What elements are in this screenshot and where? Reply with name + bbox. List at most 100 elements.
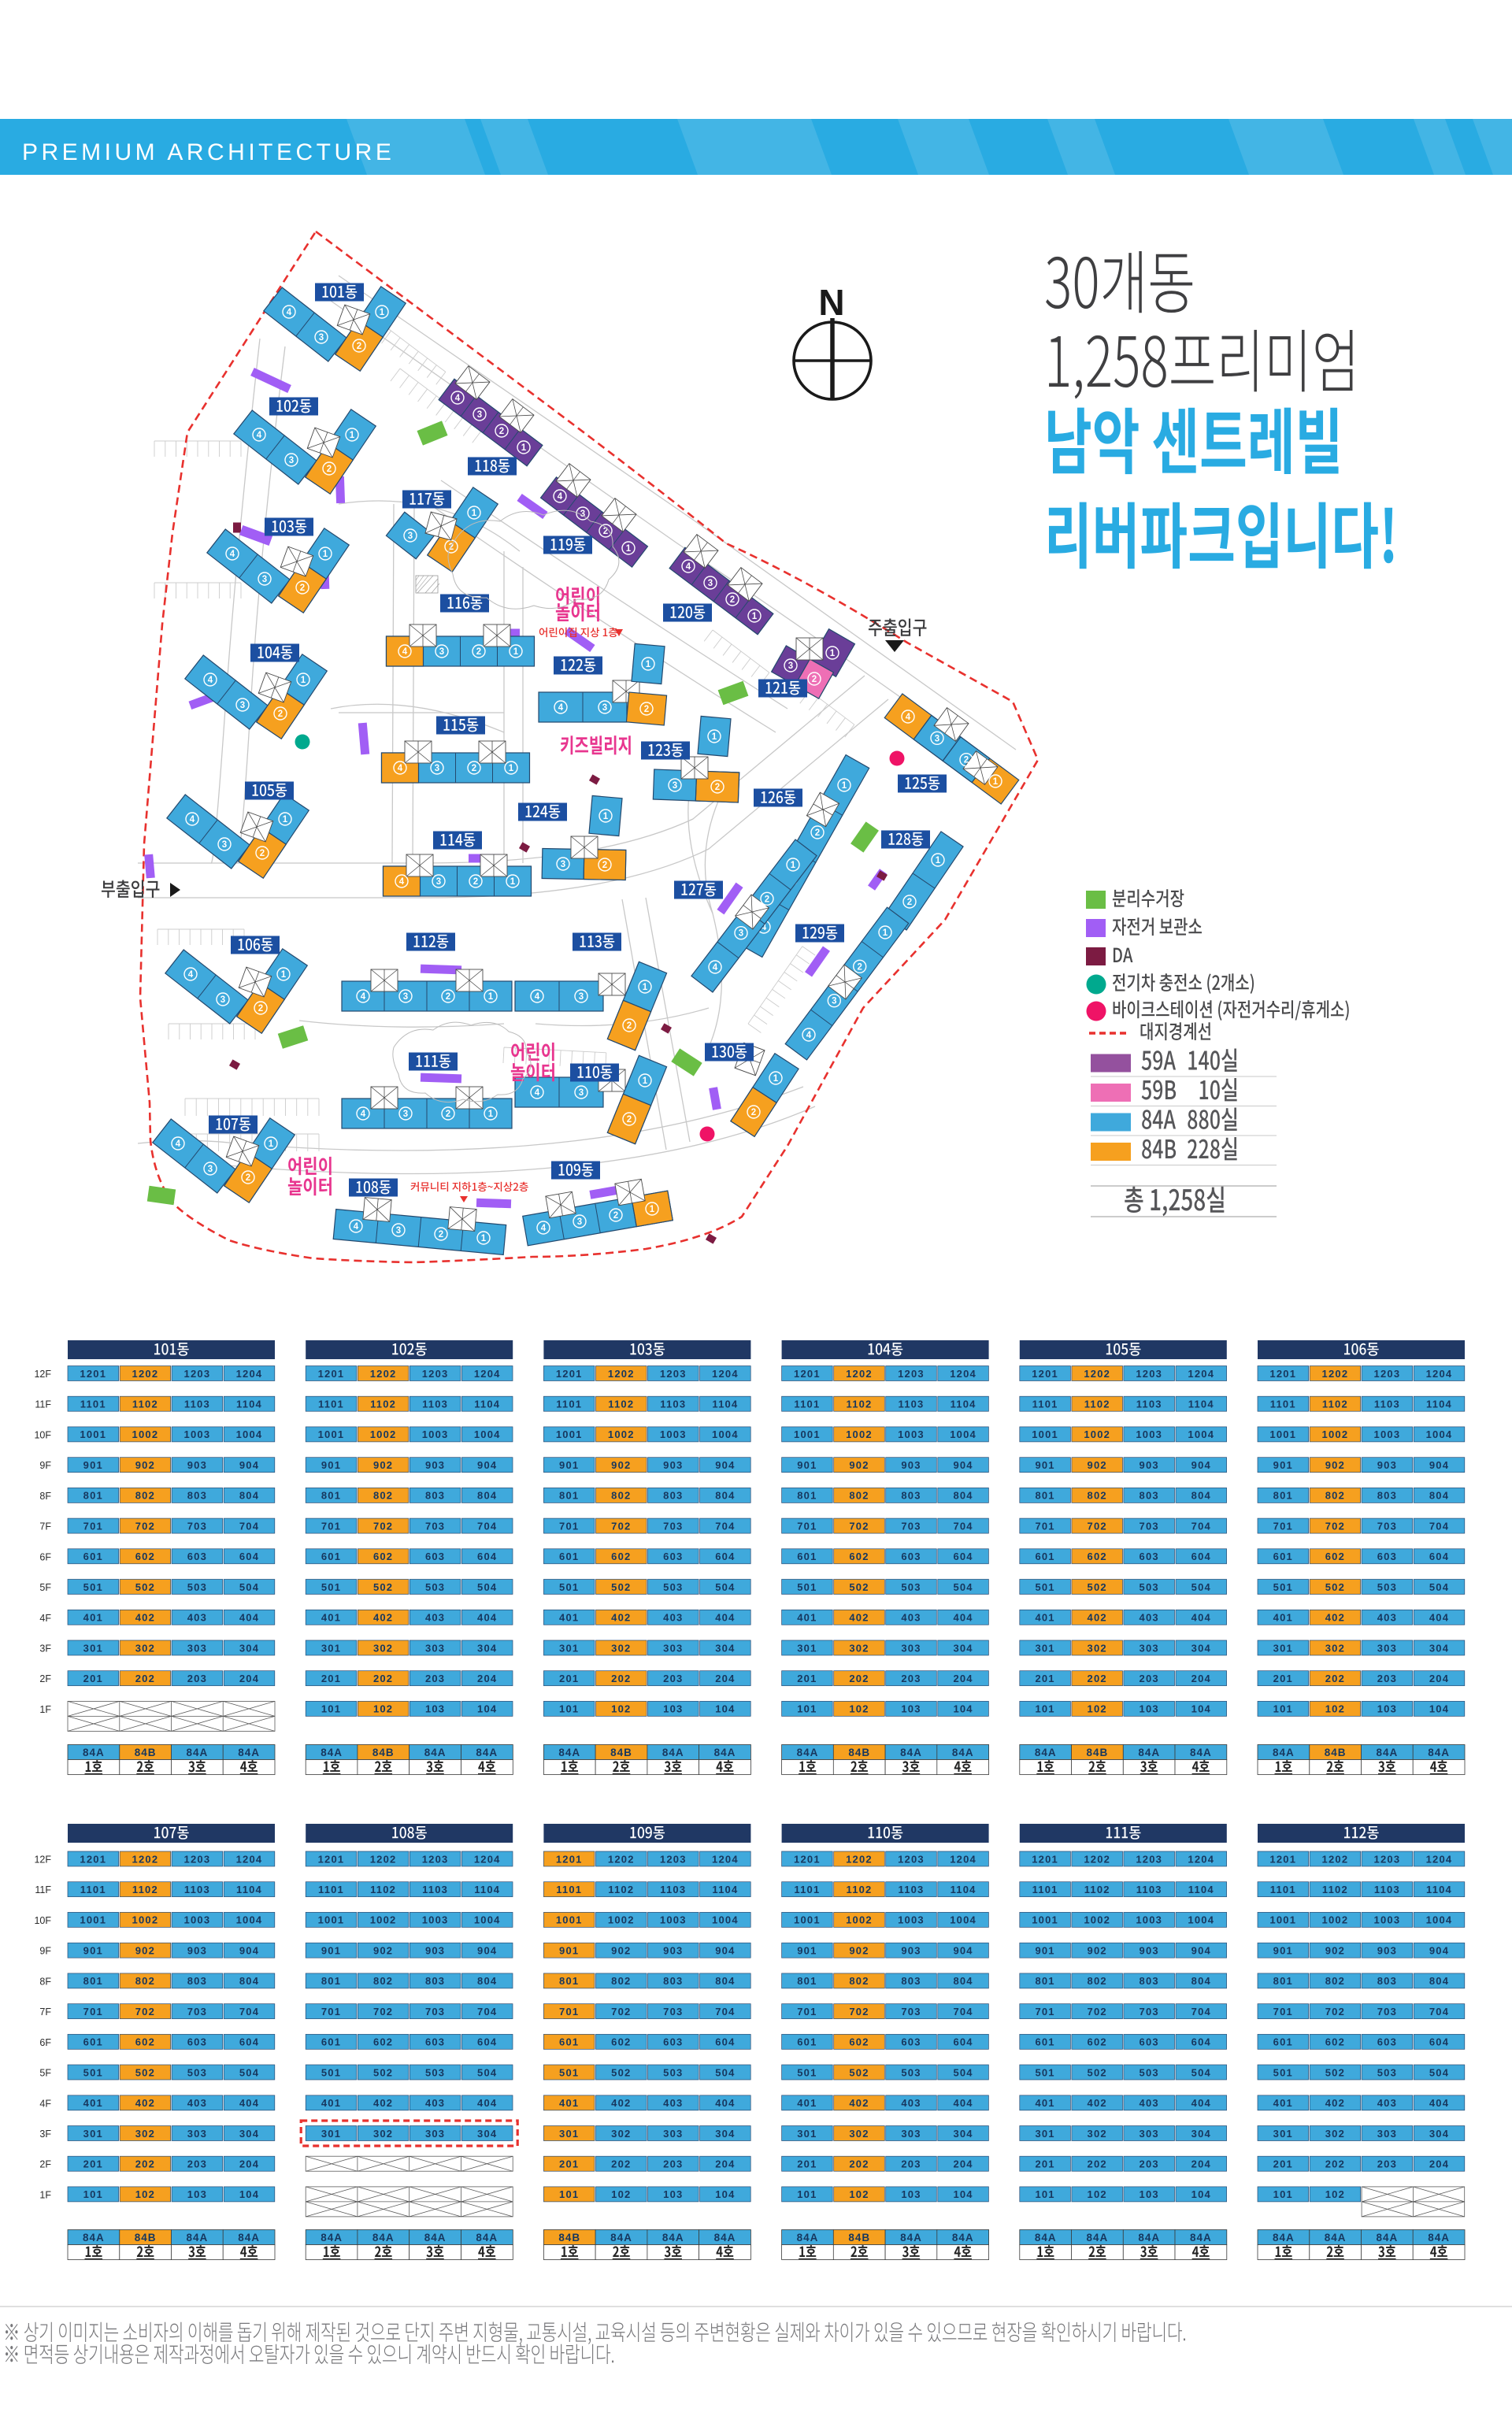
svg-text:701: 701 xyxy=(83,1520,103,1532)
svg-text:502: 502 xyxy=(849,2066,869,2078)
svg-text:84A: 84A xyxy=(187,1747,209,1758)
svg-text:3: 3 xyxy=(673,781,677,791)
svg-text:403: 403 xyxy=(1377,2097,1397,2109)
svg-text:404: 404 xyxy=(1429,1612,1449,1624)
svg-text:102: 102 xyxy=(1325,2188,1345,2200)
svg-text:3: 3 xyxy=(319,333,324,343)
svg-text:12F: 12F xyxy=(34,1855,51,1866)
svg-text:901: 901 xyxy=(1273,1459,1293,1471)
svg-text:404: 404 xyxy=(715,1612,735,1624)
svg-text:901: 901 xyxy=(1035,1459,1054,1471)
svg-text:4: 4 xyxy=(354,1222,359,1232)
svg-text:502: 502 xyxy=(135,1581,155,1593)
svg-text:1002: 1002 xyxy=(370,1914,397,1926)
svg-text:904: 904 xyxy=(477,1459,497,1471)
svg-text:3: 3 xyxy=(403,992,408,1002)
svg-text:501: 501 xyxy=(1035,2066,1054,2078)
svg-text:6F: 6F xyxy=(39,2037,51,2048)
svg-text:1204: 1204 xyxy=(1426,1853,1453,1865)
svg-text:4: 4 xyxy=(535,992,540,1002)
svg-text:84A: 84A xyxy=(1190,1747,1212,1758)
svg-text:1: 1 xyxy=(712,732,717,742)
svg-text:2: 2 xyxy=(446,992,450,1002)
svg-text:1202: 1202 xyxy=(1322,1853,1349,1865)
svg-text:604: 604 xyxy=(953,1551,973,1562)
svg-text:904: 904 xyxy=(1191,1945,1211,1957)
svg-text:2: 2 xyxy=(602,861,607,870)
svg-text:202: 202 xyxy=(849,2158,869,2170)
svg-text:104: 104 xyxy=(1191,2188,1211,2200)
svg-text:504: 504 xyxy=(239,2066,259,2078)
svg-text:602: 602 xyxy=(1325,1551,1345,1562)
svg-text:1001: 1001 xyxy=(80,1428,106,1440)
svg-text:1001: 1001 xyxy=(1032,1914,1058,1926)
svg-text:84A: 84A xyxy=(1138,1747,1160,1758)
svg-text:403: 403 xyxy=(663,2097,683,2109)
svg-text:504: 504 xyxy=(477,1581,497,1593)
svg-text:501: 501 xyxy=(559,1581,579,1593)
svg-text:103: 103 xyxy=(901,2188,921,2200)
svg-text:804: 804 xyxy=(1191,1490,1211,1502)
svg-text:4: 4 xyxy=(686,562,691,572)
svg-text:3: 3 xyxy=(708,579,713,588)
svg-text:1: 1 xyxy=(883,928,888,938)
svg-text:1: 1 xyxy=(650,1205,655,1214)
svg-text:802: 802 xyxy=(1088,1975,1107,1987)
svg-text:3: 3 xyxy=(579,992,584,1002)
svg-text:1004: 1004 xyxy=(712,1428,739,1440)
svg-text:101: 101 xyxy=(1035,1703,1054,1715)
svg-text:1204: 1204 xyxy=(950,1853,976,1865)
svg-text:1: 1 xyxy=(481,1234,487,1243)
svg-text:702: 702 xyxy=(135,1520,155,1532)
svg-text:403: 403 xyxy=(901,1612,921,1624)
svg-text:304: 304 xyxy=(239,1642,259,1654)
svg-text:401: 401 xyxy=(1035,2097,1054,2109)
svg-text:204: 204 xyxy=(953,1673,973,1684)
svg-text:701: 701 xyxy=(1035,1520,1054,1532)
svg-text:4: 4 xyxy=(762,923,767,932)
svg-text:1202: 1202 xyxy=(846,1853,873,1865)
svg-text:84A: 84A xyxy=(321,1747,343,1758)
svg-text:5F: 5F xyxy=(39,2068,51,2079)
svg-text:1002: 1002 xyxy=(132,1428,159,1440)
svg-text:1004: 1004 xyxy=(712,1914,739,1926)
svg-text:3: 3 xyxy=(477,410,482,420)
svg-text:302: 302 xyxy=(849,2128,869,2140)
svg-text:503: 503 xyxy=(187,2066,207,2078)
svg-text:6F: 6F xyxy=(39,1551,51,1562)
svg-text:1001: 1001 xyxy=(1269,1914,1296,1926)
svg-text:4F: 4F xyxy=(39,2098,51,2109)
svg-text:4: 4 xyxy=(190,815,195,824)
svg-text:4F: 4F xyxy=(39,1613,51,1624)
svg-text:803: 803 xyxy=(901,1490,921,1502)
svg-text:701: 701 xyxy=(559,1520,579,1532)
svg-text:1: 1 xyxy=(488,1110,494,1119)
svg-text:84A: 84A xyxy=(797,1747,819,1758)
svg-text:N: N xyxy=(818,282,844,323)
svg-text:801: 801 xyxy=(797,1975,817,1987)
svg-text:2: 2 xyxy=(613,1211,618,1221)
svg-text:501: 501 xyxy=(83,1581,103,1593)
svg-text:201: 201 xyxy=(1273,1673,1293,1684)
svg-text:1: 1 xyxy=(752,612,758,621)
svg-text:804: 804 xyxy=(1429,1490,1449,1502)
svg-text:103: 103 xyxy=(1140,2188,1159,2200)
svg-text:301: 301 xyxy=(797,2128,817,2140)
svg-text:801: 801 xyxy=(83,1490,103,1502)
svg-text:1: 1 xyxy=(281,970,287,980)
svg-text:401: 401 xyxy=(1273,1612,1293,1624)
svg-text:204: 204 xyxy=(1191,1673,1211,1684)
svg-text:901: 901 xyxy=(321,1945,341,1957)
svg-text:601: 601 xyxy=(1273,1551,1293,1562)
svg-text:904: 904 xyxy=(1429,1945,1449,1957)
svg-text:3: 3 xyxy=(408,532,413,541)
svg-text:203: 203 xyxy=(1140,2158,1159,2170)
svg-text:303: 303 xyxy=(187,2128,207,2140)
svg-text:302: 302 xyxy=(849,1642,869,1654)
svg-text:11F: 11F xyxy=(35,1399,51,1410)
svg-text:84A: 84A xyxy=(1190,2232,1212,2244)
svg-text:704: 704 xyxy=(239,2006,259,2018)
svg-text:1201: 1201 xyxy=(1032,1368,1058,1380)
svg-text:303: 303 xyxy=(425,1642,445,1654)
svg-text:803: 803 xyxy=(1140,1975,1159,1987)
